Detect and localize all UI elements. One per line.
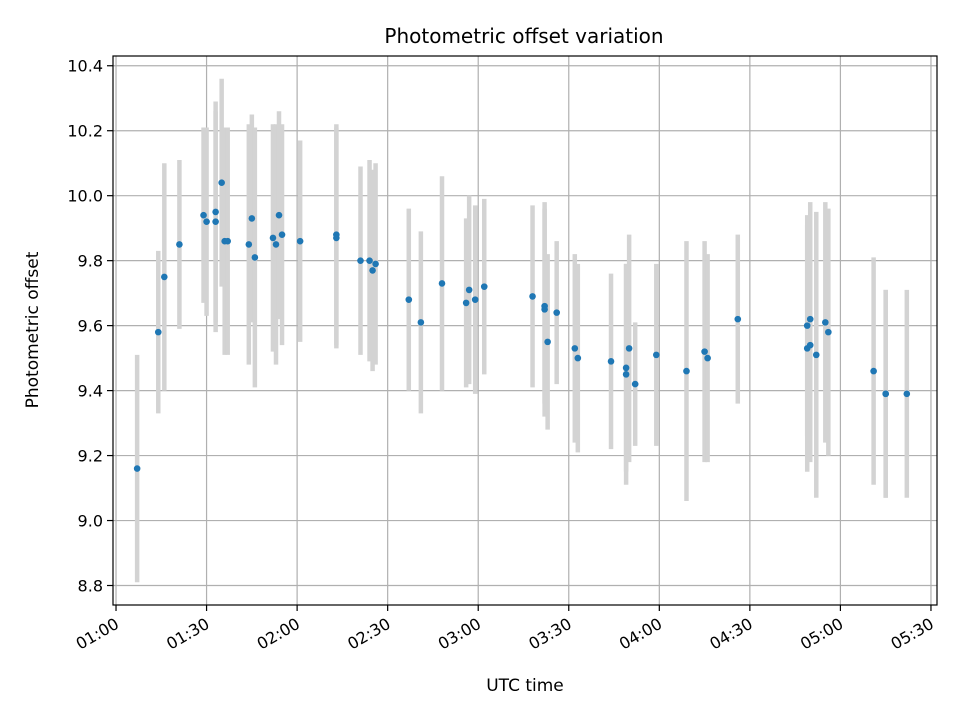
data-point — [465, 286, 473, 294]
data-point — [372, 260, 379, 268]
data-point — [822, 319, 829, 326]
data-point — [704, 354, 711, 362]
data-point — [652, 351, 660, 359]
data-point — [683, 367, 690, 375]
data-point — [903, 390, 911, 398]
plot-frame — [112, 55, 938, 606]
data-point — [806, 315, 814, 323]
data-point — [278, 231, 286, 238]
data-point — [480, 283, 488, 290]
data-point — [574, 354, 582, 362]
data-point — [803, 322, 811, 329]
data-point — [571, 345, 579, 352]
data-point — [369, 267, 376, 274]
y-tick-label: 9.8 — [78, 252, 103, 271]
y-axis: 8.8 9.0 9.2 9.4 9.6 9.8 10.0 10.2 10.4 — [67, 57, 113, 596]
data-point — [212, 208, 219, 216]
data-point — [176, 241, 183, 248]
data-point — [366, 257, 373, 264]
data-point — [245, 241, 253, 248]
data-point — [275, 211, 283, 219]
y-tick-label: 9.0 — [78, 512, 103, 531]
data-point — [812, 351, 820, 359]
data-point — [438, 280, 446, 287]
data-point — [553, 309, 560, 316]
data-point — [248, 215, 256, 222]
data-point — [471, 296, 479, 303]
data-point — [622, 364, 630, 372]
y-tick-label: 9.4 — [78, 382, 103, 401]
data-point — [622, 371, 630, 378]
data-point — [269, 234, 277, 242]
y-tick-label: 9.6 — [78, 317, 103, 336]
data-point — [251, 254, 259, 261]
data-point — [734, 315, 742, 323]
data-point — [154, 328, 162, 336]
data-point — [333, 234, 340, 242]
data-point — [544, 338, 551, 346]
data-point — [405, 296, 413, 303]
data-point — [806, 341, 814, 349]
data-point — [272, 241, 280, 248]
data-point — [870, 367, 877, 375]
data-point — [218, 179, 225, 186]
data-point — [625, 345, 633, 352]
data-point — [296, 237, 304, 245]
data-point — [882, 390, 889, 398]
data-point — [529, 293, 536, 300]
data-point — [825, 328, 832, 336]
data-point — [607, 358, 615, 365]
data-point — [701, 348, 708, 355]
data-points — [133, 179, 911, 472]
data-point — [631, 380, 639, 388]
y-tick-label: 10.4 — [67, 57, 103, 76]
data-point — [541, 306, 548, 313]
data-point — [224, 237, 231, 245]
data-point — [357, 257, 364, 264]
data-point — [462, 299, 470, 307]
y-tick-label: 10.2 — [67, 122, 103, 141]
grid — [113, 56, 937, 605]
y-tick-label: 9.2 — [78, 447, 103, 466]
chart-title: Photometric offset variation — [384, 24, 663, 48]
data-point — [203, 218, 210, 225]
data-point — [133, 465, 141, 472]
y-axis-title: Photometric offset — [23, 251, 43, 408]
data-point — [161, 273, 168, 281]
data-point — [212, 218, 219, 225]
data-point — [417, 319, 425, 326]
data-point — [200, 211, 207, 219]
x-axis-title: UTC time — [486, 676, 564, 696]
y-tick-label: 10.0 — [67, 187, 103, 206]
y-tick-label: 8.8 — [78, 577, 103, 596]
